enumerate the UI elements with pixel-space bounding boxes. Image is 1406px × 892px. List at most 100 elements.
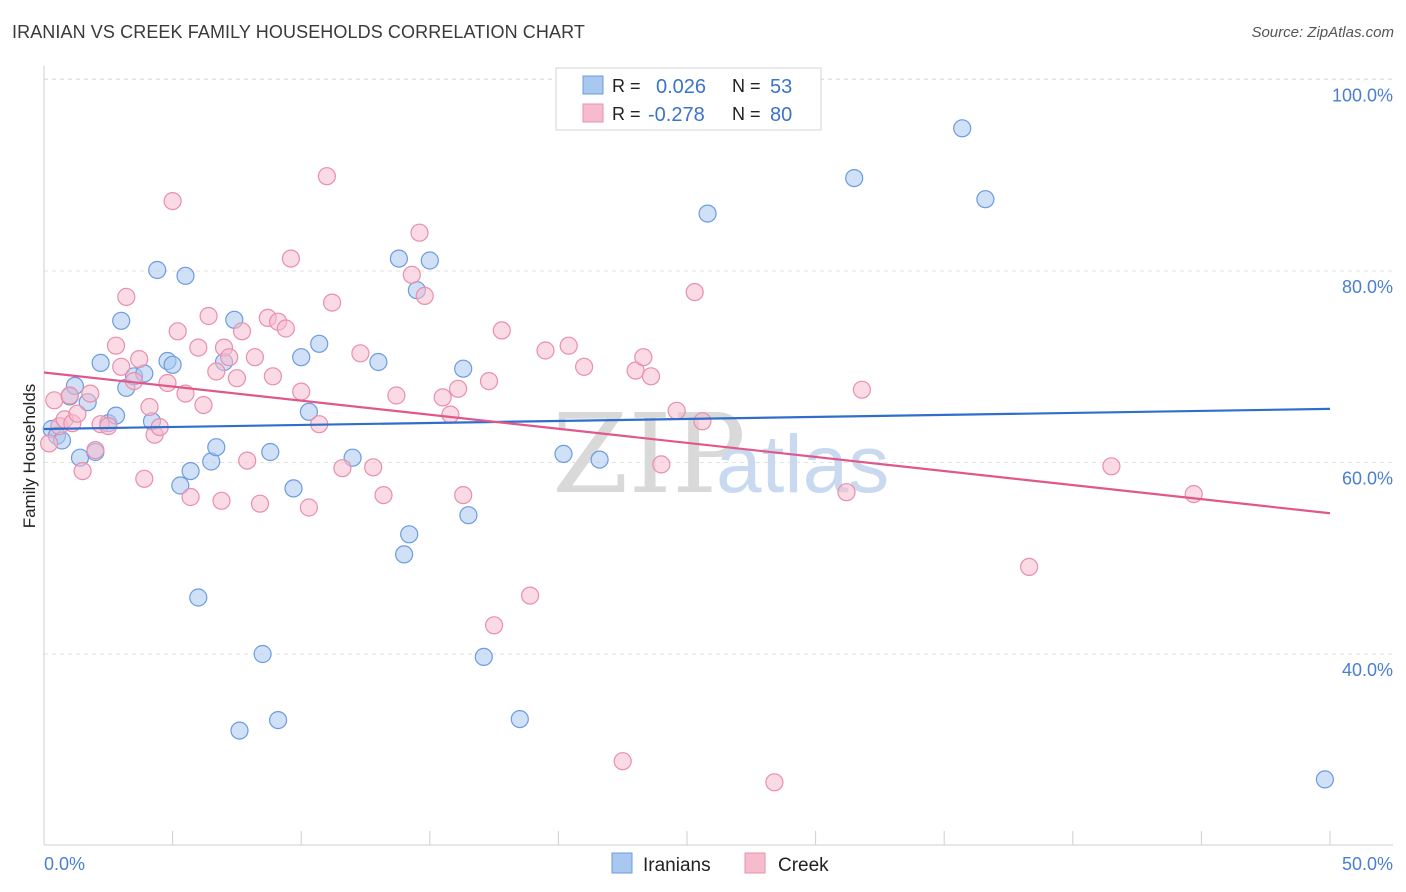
point-creek — [317, 167, 336, 186]
point-creek — [238, 451, 257, 470]
point-iranians — [976, 190, 995, 209]
point-creek — [387, 386, 406, 405]
y-tick-label: 60.0% — [1342, 469, 1393, 489]
point-creek — [323, 293, 342, 312]
point-creek — [613, 752, 632, 771]
point-creek — [536, 341, 555, 360]
chart-title: IRANIAN VS CREEK FAMILY HOUSEHOLDS CORRE… — [12, 22, 585, 42]
point-iranians — [510, 709, 529, 729]
point-iranians — [953, 119, 972, 138]
gridlines — [44, 78, 1393, 655]
point-iranians — [253, 644, 272, 664]
point-iranians — [207, 438, 226, 457]
point-creek — [693, 412, 712, 431]
point-creek — [263, 367, 282, 386]
point-creek — [449, 379, 468, 398]
legend-label-iranians: Iranians — [643, 855, 711, 876]
point-iranians — [400, 525, 419, 544]
point-creek — [364, 458, 383, 477]
point-creek — [276, 319, 295, 338]
point-creek — [410, 223, 429, 242]
point-iranians — [474, 647, 493, 667]
point-creek — [45, 391, 64, 410]
point-creek — [117, 287, 136, 306]
y-axis-label: Family Households — [20, 384, 39, 529]
point-creek — [479, 372, 499, 391]
point-iranians — [269, 710, 288, 730]
point-creek — [454, 486, 473, 505]
point-creek — [520, 586, 540, 605]
point-creek — [641, 367, 661, 386]
point-creek — [181, 487, 200, 507]
x-tick-label-max: 50.0% — [1342, 854, 1393, 874]
point-iranians — [1315, 770, 1335, 789]
point-creek — [163, 192, 182, 211]
x-tick-label-min: 0.0% — [44, 854, 85, 874]
point-creek — [685, 283, 704, 302]
point-creek — [199, 306, 218, 326]
point-iranians — [369, 352, 388, 372]
point-creek — [39, 434, 59, 453]
point-iranians — [395, 545, 414, 564]
stats-r-value-creek: -0.278 — [648, 104, 705, 126]
point-creek — [492, 321, 511, 340]
point-creek — [281, 249, 300, 268]
point-creek — [441, 405, 460, 424]
point-iranians — [454, 359, 473, 378]
stats-n-value-creek: 80 — [770, 104, 792, 126]
watermark-atlas: atlas — [716, 419, 889, 510]
point-creek — [99, 417, 118, 436]
point-iranians — [554, 444, 573, 463]
source-credit: Source: ZipAtlas.com — [1251, 24, 1394, 41]
point-iranians — [181, 462, 200, 481]
point-iranians — [230, 721, 249, 740]
trend-lines — [43, 371, 1331, 515]
point-creek — [374, 486, 393, 505]
point-creek — [81, 384, 100, 403]
stats-swatch-iranians — [582, 75, 604, 95]
point-iranians — [261, 442, 280, 462]
point-creek — [140, 397, 159, 417]
point-iranians — [590, 450, 609, 469]
point-creek — [433, 388, 452, 407]
point-creek — [112, 357, 131, 376]
point-creek — [765, 773, 784, 792]
point-creek — [189, 338, 208, 357]
stats-r-value-iranians: 0.026 — [656, 76, 706, 98]
point-iranians — [176, 266, 195, 285]
legend: Iranians Creek — [611, 852, 829, 876]
y-tick-label: 100.0% — [1332, 86, 1393, 106]
legend-label-creek: Creek — [778, 855, 829, 876]
stats-r-label-creek: R = — [612, 104, 641, 124]
point-creek — [415, 286, 434, 305]
legend-swatch-creek — [744, 852, 766, 874]
point-creek — [60, 386, 79, 405]
point-creek — [652, 455, 671, 474]
point-creek — [250, 494, 270, 513]
trend-line-creek — [43, 371, 1331, 515]
point-iranians — [91, 353, 110, 372]
legend-swatch-iranians — [611, 852, 633, 874]
point-creek — [1102, 457, 1121, 476]
point-creek — [485, 616, 504, 635]
point-iranians — [171, 476, 190, 495]
y-tick-label: 40.0% — [1342, 660, 1393, 680]
point-creek — [227, 369, 246, 388]
stats-r-label-iranians: R = — [612, 76, 641, 96]
point-iranians — [310, 334, 329, 353]
point-creek — [574, 357, 594, 376]
point-creek — [207, 362, 226, 381]
point-creek — [351, 344, 370, 363]
stats-swatch-creek — [582, 103, 604, 123]
point-iranians — [163, 355, 182, 374]
point-iranians — [420, 251, 439, 270]
point-iranians — [459, 506, 478, 525]
point-creek — [130, 350, 149, 369]
point-creek — [158, 373, 177, 393]
point-creek — [245, 348, 264, 367]
point-iranians — [698, 204, 717, 223]
point-iranians — [148, 260, 167, 280]
point-creek — [86, 441, 105, 460]
trend-line-iranians — [43, 407, 1331, 431]
